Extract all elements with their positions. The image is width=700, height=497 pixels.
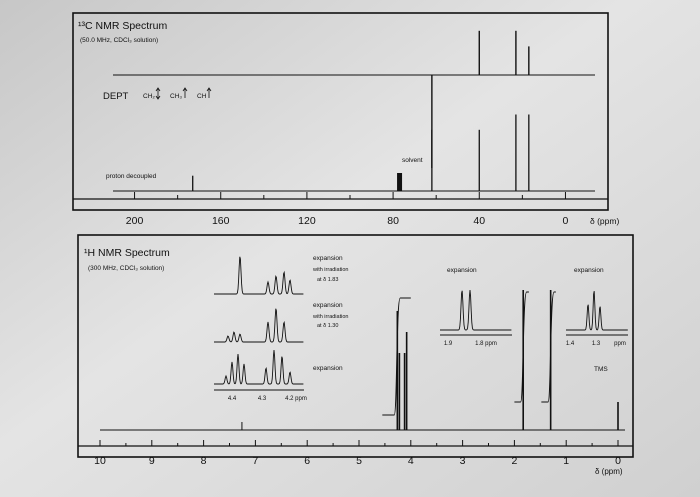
dept-legend-ch: CH: [197, 93, 207, 100]
expansion-5-label: expansion: [574, 267, 604, 274]
c13-title: ¹³C NMR Spectrum: [78, 20, 168, 32]
h1-tick-label-8: 8: [201, 455, 207, 467]
expansion-1-label: expansion: [313, 255, 343, 262]
h1-tick-label-2: 2: [511, 455, 517, 467]
h1-subtitle: (300 MHz, CDCl₃ solution): [88, 265, 164, 272]
expansion-3-tick-2: 4.3: [258, 396, 267, 402]
solvent-peak: [397, 173, 403, 191]
solvent-label: solvent: [402, 157, 423, 164]
h1-frame: [77, 234, 634, 458]
expansion-4-tick-1: 1.9: [444, 341, 453, 347]
dept-label: DEPT: [103, 91, 129, 102]
h1-expansions: expansion with irradiation at δ 1.83 expans…: [214, 255, 628, 402]
expansion-2-note-1: with irradiation: [312, 314, 348, 320]
h1-integral-1.83ppm: [514, 291, 529, 403]
tms-label: TMS: [594, 366, 608, 373]
c13-tick-label-0: 0: [563, 215, 569, 227]
dept-ch2-arrow-icon: [155, 87, 161, 100]
c13-tick-label-40: 40: [473, 215, 485, 227]
c13-tick-label-160: 160: [212, 215, 230, 227]
decoupled-spectrum: [113, 114, 595, 192]
dept-spectrum: [113, 30, 595, 168]
h1-tick-label-5: 5: [356, 455, 362, 467]
h1-tick-label-7: 7: [252, 455, 258, 467]
h1-tick-label-9: 9: [149, 455, 155, 467]
dept-ch-arrow-icon: [206, 87, 212, 98]
h1-tick-label-3: 3: [460, 455, 466, 467]
dept-legend-ch2: CH₂: [143, 93, 155, 100]
h1-tick-label-0: 0: [615, 455, 621, 467]
h1-spectrum: [100, 290, 625, 431]
expansion-5-tick-3: ppm: [614, 341, 626, 347]
c13-frame: [72, 12, 609, 211]
expansion-trace-1: [214, 256, 304, 295]
expansion-trace-2: [214, 308, 304, 343]
h1-tick-label-10: 10: [94, 455, 106, 467]
c13-tick-label-200: 200: [126, 215, 144, 227]
h1-integral-4ppm: [382, 297, 411, 416]
dept-ch3-arrow-icon: [182, 87, 188, 98]
expansion-trace-4: [440, 289, 512, 331]
expansion-5-tick-1: 1.4: [566, 341, 575, 347]
c13-x-axis: 200 160 120 80 40 0 δ (ppm): [73, 192, 619, 227]
expansion-trace-5: [566, 291, 628, 331]
expansion-4-label: expansion: [447, 267, 477, 274]
expansion-5-tick-2: 1.3: [592, 341, 601, 347]
expansion-3-tick-1: 4.4: [228, 396, 237, 402]
h1-tick-label-1: 1: [563, 455, 569, 467]
c13-tick-label-120: 120: [298, 215, 316, 227]
c13-subtitle: (50.0 MHz, CDCl₃ solution): [80, 37, 158, 44]
expansion-3-label: expansion: [313, 365, 343, 372]
h1-tick-label-4: 4: [408, 455, 414, 467]
proton-decoupled-label: proton decoupled: [106, 173, 157, 180]
expansion-2-note-2: at δ 1.30: [317, 323, 338, 329]
expansion-4-tick-2: 1.8 ppm: [475, 341, 497, 347]
expansion-2-label: expansion: [313, 302, 343, 309]
expansion-1-note-2: at δ 1.83: [317, 277, 338, 283]
c13-axis-label: δ (ppm): [590, 216, 619, 226]
h1-axis-label: δ (ppm): [595, 467, 623, 476]
expansion-trace-3: [214, 349, 304, 385]
dept-legend-ch3: CH₃: [170, 93, 182, 100]
h1-x-axis: 10 9 8 7 6 5 4 3 2 1 0δ (ppm): [78, 440, 633, 476]
c13-tick-label-80: 80: [387, 215, 399, 227]
expansion-1-note-1: with irradiation: [312, 267, 348, 273]
h1-tick-label-6: 6: [304, 455, 310, 467]
c13-panel: ¹³C NMR Spectrum (50.0 MHz, CDCl₃ soluti…: [72, 12, 619, 227]
h1-title: ¹H NMR Spectrum: [84, 247, 170, 259]
h1-integral-1.30ppm: [541, 291, 556, 403]
h1-panel: ¹H NMR Spectrum (300 MHz, CDCl₃ solution…: [77, 234, 634, 476]
expansion-3-tick-3: 4.2 ppm: [285, 396, 307, 402]
